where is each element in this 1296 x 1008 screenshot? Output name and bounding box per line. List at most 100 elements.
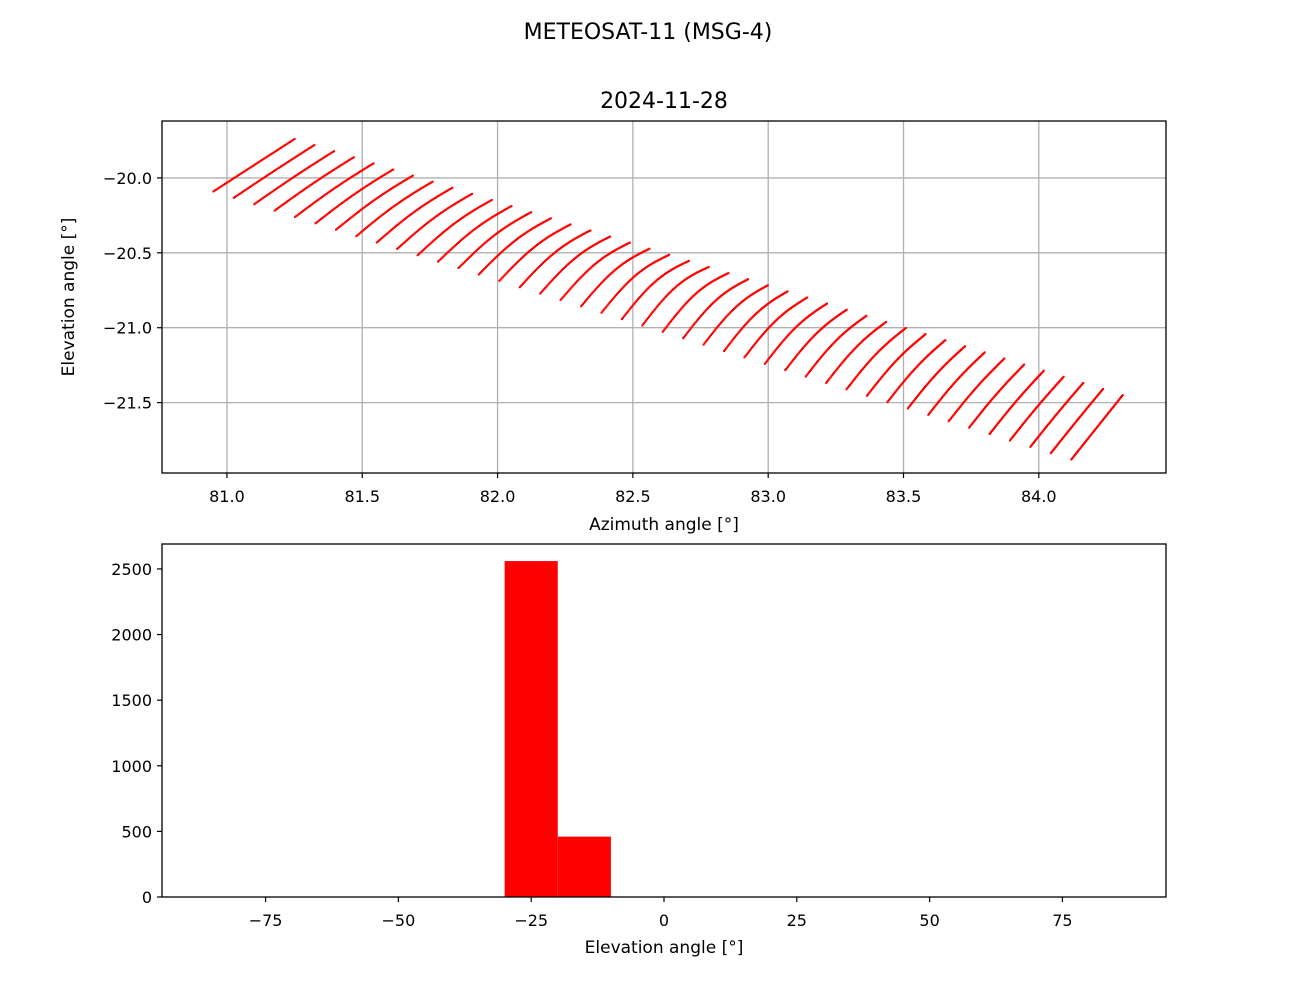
histogram-x-tick-label: −75 xyxy=(249,911,283,930)
scatter-point xyxy=(654,307,657,310)
scatter-point xyxy=(243,189,246,192)
scatter-point xyxy=(277,167,280,169)
scatter-point xyxy=(294,215,297,218)
scatter-point xyxy=(331,189,334,191)
scatter-point xyxy=(560,297,563,300)
scatter-point xyxy=(237,173,240,176)
scatter-point xyxy=(314,180,317,183)
scatter-point xyxy=(385,233,388,236)
scatter-point xyxy=(419,206,421,209)
scatter-point xyxy=(231,178,233,181)
scatter-point xyxy=(346,160,348,163)
scatter-point xyxy=(290,158,293,161)
scatter-point xyxy=(747,351,750,354)
scatter-point xyxy=(360,188,362,191)
scatter-point xyxy=(244,189,247,192)
scatter-point xyxy=(338,203,341,206)
scatter-point xyxy=(437,235,440,238)
scatter-point xyxy=(506,245,509,248)
scatter-point xyxy=(766,359,769,362)
scatter-point xyxy=(752,344,755,347)
scatter-point xyxy=(270,153,273,155)
scatter-point xyxy=(528,275,531,278)
scatter-point xyxy=(268,173,271,175)
scatter-point xyxy=(499,252,502,254)
scatter-point xyxy=(376,240,379,243)
scatter-point xyxy=(771,353,773,356)
scatter-point xyxy=(474,227,477,230)
scatter-point xyxy=(328,153,331,155)
scatter-point xyxy=(563,244,566,247)
scatter-point xyxy=(402,218,405,221)
scatter-point xyxy=(444,253,447,256)
scatter-point xyxy=(261,158,264,161)
scatter-point xyxy=(321,157,324,160)
scatter-point xyxy=(350,195,352,198)
histogram-x-ticks: −75 −50 −25 0 25 50 75 xyxy=(249,897,1073,930)
scatter-point xyxy=(539,292,542,295)
scatter-point xyxy=(360,170,363,172)
scatter-point xyxy=(314,222,317,225)
scatter-point xyxy=(351,175,354,178)
scatter-point xyxy=(585,298,588,301)
scatter-grid xyxy=(162,121,1166,473)
scatter-point xyxy=(586,297,589,300)
scatter-point xyxy=(1042,369,1045,372)
scatter-point xyxy=(504,226,507,229)
scatter-point xyxy=(365,185,368,187)
scatter-point xyxy=(489,217,492,220)
scatter-point xyxy=(576,236,579,239)
scatter-point xyxy=(322,216,325,219)
scatter-point xyxy=(284,162,287,165)
scatter-y-tick-label: −21.5 xyxy=(103,394,152,413)
scatter-point xyxy=(722,318,725,321)
scatter-point xyxy=(451,186,454,189)
scatter-point xyxy=(754,342,757,345)
scatter-point xyxy=(290,177,293,180)
scatter-point xyxy=(317,160,320,163)
scatter-point xyxy=(569,287,572,290)
scatter-point xyxy=(735,333,738,336)
histogram-x-tick-label: 75 xyxy=(1052,911,1072,930)
scatter-point xyxy=(442,210,445,213)
scatter-point xyxy=(756,339,759,342)
scatter-point xyxy=(645,319,648,322)
scatter-point xyxy=(229,179,232,182)
scatter-point xyxy=(470,193,472,196)
scatter-point xyxy=(810,367,813,370)
scatter-point xyxy=(385,172,388,175)
scatter-point xyxy=(368,182,371,185)
scatter-point xyxy=(317,198,320,201)
scatter-point xyxy=(482,269,485,272)
scatter-point xyxy=(294,155,297,158)
scatter-point xyxy=(309,204,312,207)
scatter-point xyxy=(531,272,534,275)
scatter-point xyxy=(518,236,520,239)
scatter-point xyxy=(384,211,387,214)
histogram-plot-area xyxy=(162,544,1166,897)
scatter-point xyxy=(338,183,341,186)
scatter-point xyxy=(890,395,893,398)
scatter-point xyxy=(336,227,339,230)
scatter-point xyxy=(290,197,293,200)
scatter-point xyxy=(307,147,310,150)
scatter-point xyxy=(847,386,850,389)
scatter-point xyxy=(757,338,760,341)
scatter-point xyxy=(325,213,328,216)
scatter-point xyxy=(786,290,789,293)
scatter-point xyxy=(668,322,671,325)
scatter-point xyxy=(493,214,496,217)
scatter-point xyxy=(240,191,243,194)
scatter-point xyxy=(433,238,436,241)
scatter-point xyxy=(335,166,338,169)
scatter-point xyxy=(730,340,733,343)
scatter-point xyxy=(435,215,438,217)
scatter-point xyxy=(287,199,290,202)
scatter-point xyxy=(256,200,259,203)
scatter-point xyxy=(347,159,350,162)
scatter-point xyxy=(830,375,833,378)
scatter-point xyxy=(316,220,319,223)
scatter-point xyxy=(865,314,868,317)
scatter-point xyxy=(546,218,549,221)
scatter-point xyxy=(430,241,433,244)
